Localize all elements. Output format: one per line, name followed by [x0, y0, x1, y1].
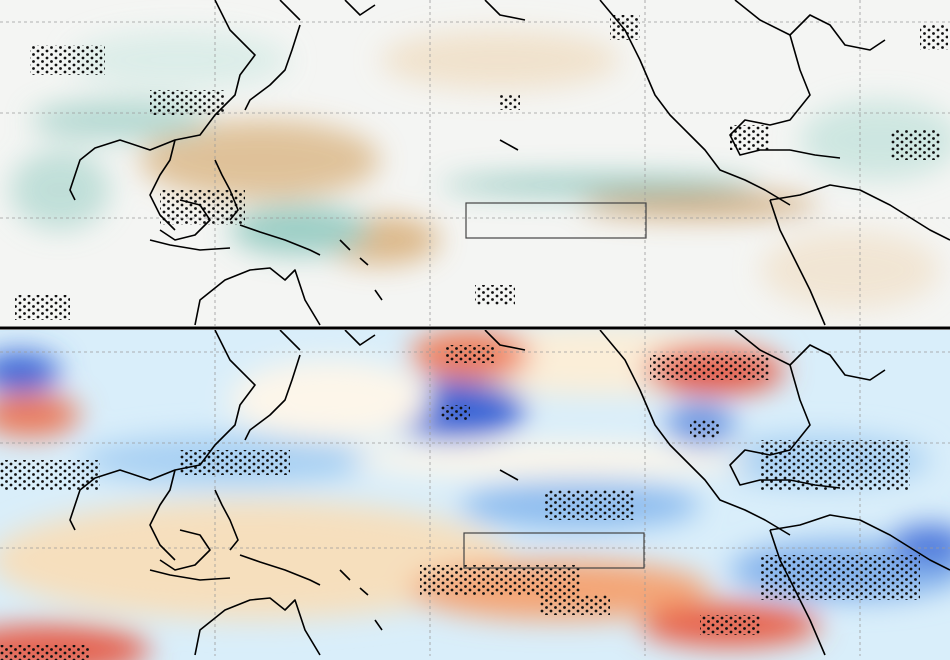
anomaly-field	[10, 30, 950, 310]
region-box	[465, 202, 647, 239]
top-panel	[0, 0, 950, 326]
stippling	[0, 345, 920, 660]
region-box	[463, 532, 645, 569]
bottom-panel	[0, 330, 950, 660]
